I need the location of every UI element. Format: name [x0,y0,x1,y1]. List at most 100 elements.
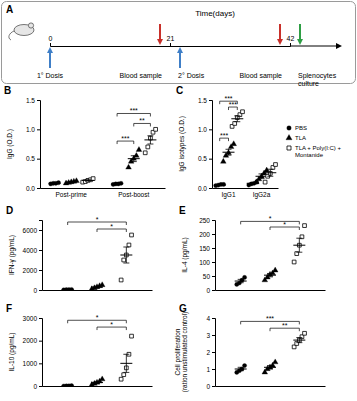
error-bar-line [270,273,271,276]
x-axis-line [51,43,291,47]
data-point [272,359,278,364]
data-point [274,163,278,167]
y-axis: 01234 [206,315,215,390]
y-tick-mark [212,369,215,370]
significance-label: ** [139,117,145,124]
significance-label: ** [282,322,288,329]
y-tick: 6000 [23,227,42,234]
event-arrow-head [297,39,303,45]
annotations: ***** [241,315,300,331]
y-tick: 1.0 [198,126,212,133]
y-tick: 50 [203,273,215,280]
error-bar-cap [85,180,91,181]
event-label: 2° Dosis [178,72,205,79]
y-tick-mark [212,290,215,291]
y-tick: 0.5 [198,155,212,162]
text-line: 2° Dosis [178,72,205,79]
error-bar [238,279,244,282]
y-tick-mark [212,386,215,387]
event-arrow-shaft [159,24,161,40]
y-tick: 0 [33,287,42,294]
text-line: Blood sample [120,72,163,80]
error-bar [65,289,71,290]
marks [214,110,278,188]
text-line: culture [298,80,319,87]
y-axis: 0.00.51.01.5 [198,97,213,192]
annotations: ******** [117,107,150,144]
y-tick-mark [39,318,42,319]
data-point [130,233,134,237]
y-tick: 3 [206,332,215,339]
data-point [233,122,237,126]
error-bar [94,286,100,288]
error-bar [267,169,273,176]
y-tick-label: 1.5 [26,97,35,104]
data-point [303,331,307,335]
y-axis: 0.00.51.01.5 [26,97,41,192]
error-bar-line [270,366,271,369]
y-tick: 150 [199,245,215,252]
marks [62,334,134,386]
axis-title: IL-10 (pg/mL) [8,332,16,371]
error-bar-cap [65,289,71,290]
data-point [127,243,131,247]
y-tick-mark [212,352,215,353]
error-bar-cap [234,115,240,116]
y-tick-label: 0 [33,287,37,294]
chart-panel: G01234Cell proliferation(ration unstimul… [174,303,326,392]
event-arrow-shaft [179,52,181,68]
data-point [272,267,278,272]
y-tick-mark [212,248,215,249]
data-point [134,152,140,157]
legend-label: PBS [295,125,307,131]
y-tick-mark [37,159,40,160]
x-axis: Post-primePost-boost [41,188,166,199]
error-bar [217,184,223,186]
y-tick: 0 [206,287,215,294]
y-axis-line [212,319,216,387]
error-bar-cap [234,121,240,122]
y-axis-line [37,101,41,189]
mean-line [62,385,74,386]
event-arrow [157,24,163,45]
panel-letter: F [6,303,12,314]
event-arrow-head [277,39,283,45]
error-bar-cap [238,282,244,283]
axis-title: IgG isotypes (O.D.) [178,116,186,172]
y-tick-mark [39,386,42,387]
x-axis [216,386,326,388]
event-arrow-shaft [279,24,281,40]
y-tick-mark [39,270,42,271]
x-axis-line [41,188,166,189]
y-axis-line [209,101,213,189]
y-axis-line [39,319,43,387]
data-point [154,127,158,131]
y-tick-label: 250 [199,217,210,224]
data-point [146,145,150,149]
x-tick: IgG2a [253,188,271,199]
y-tick-mark [212,318,215,319]
y-tick-mark [209,188,212,189]
y-tick-label: 0.0 [26,185,35,192]
x-tick: IgG1 [221,188,235,199]
significance-label: *** [121,135,129,142]
error-bar-cap [94,286,100,287]
text-line: 1° Dosis [37,72,64,79]
y-tick-label: 1.5 [198,97,207,104]
error-bar-cap [94,383,100,384]
panel-letter: E [179,205,186,216]
mean-line [91,382,103,383]
mean-line [65,182,77,183]
error-bar-cap [123,354,129,355]
error-bar [68,182,74,183]
y-tick-label: 2000 [23,337,38,344]
data-point [122,373,126,377]
error-bar [114,183,120,185]
y-tick-label: 4000 [23,247,38,254]
y-tick: 1000 [23,360,42,367]
y-tick: 0.0 [26,185,40,192]
mean-line [49,183,61,184]
y-tick-mark [39,250,42,251]
event-label: Blood sample [240,72,283,80]
legend-label: TLA + Poly(I:C) +Montanide [295,145,342,158]
